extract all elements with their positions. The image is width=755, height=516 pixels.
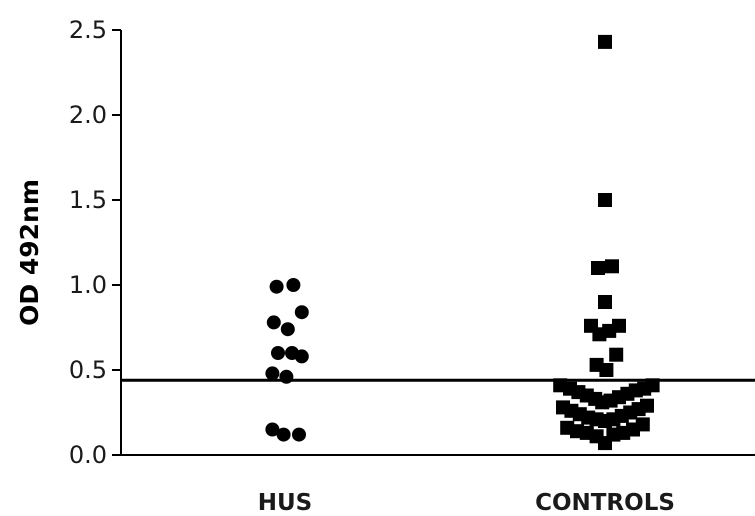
data-point-controls <box>640 398 654 413</box>
y-tick-label: 1.5 <box>69 186 107 214</box>
data-point-hus <box>294 305 309 320</box>
data-point-hus <box>265 366 280 381</box>
y-tick-label: 0.5 <box>69 356 107 384</box>
data-point-hus <box>280 322 295 337</box>
axes: 0.0 0.5 1.0 1.5 2.0 2.5 <box>69 16 755 469</box>
data-point-controls <box>591 261 605 275</box>
data-point-controls <box>635 417 650 432</box>
data-point-controls <box>609 347 624 362</box>
y-tick-label: 1.0 <box>69 271 107 299</box>
data-point-hus <box>265 422 280 437</box>
category-labels: HUS CONTROLS <box>258 490 675 516</box>
data-point-controls <box>598 193 612 207</box>
y-tick-label: 2.5 <box>69 16 107 44</box>
data-point-hus <box>276 427 291 442</box>
data-point-controls <box>598 295 612 309</box>
data-point-controls <box>645 378 660 393</box>
data-point-hus <box>266 315 281 330</box>
data-point-hus <box>294 349 309 364</box>
data-point-hus <box>271 346 285 360</box>
data-points <box>265 34 660 451</box>
data-point-controls <box>612 318 626 333</box>
y-axis-title: OD 492nm <box>15 179 44 326</box>
data-point-hus <box>292 427 306 442</box>
category-label-controls: CONTROLS <box>535 490 675 516</box>
data-point-controls <box>605 259 619 274</box>
data-point-hus <box>286 278 301 292</box>
data-point-hus <box>269 279 284 294</box>
y-tick-label: 2.0 <box>69 101 107 129</box>
y-tick-label: 0.0 <box>69 441 107 469</box>
data-point-controls <box>599 363 614 377</box>
data-point-controls <box>598 34 612 49</box>
category-label-hus: HUS <box>258 490 313 516</box>
